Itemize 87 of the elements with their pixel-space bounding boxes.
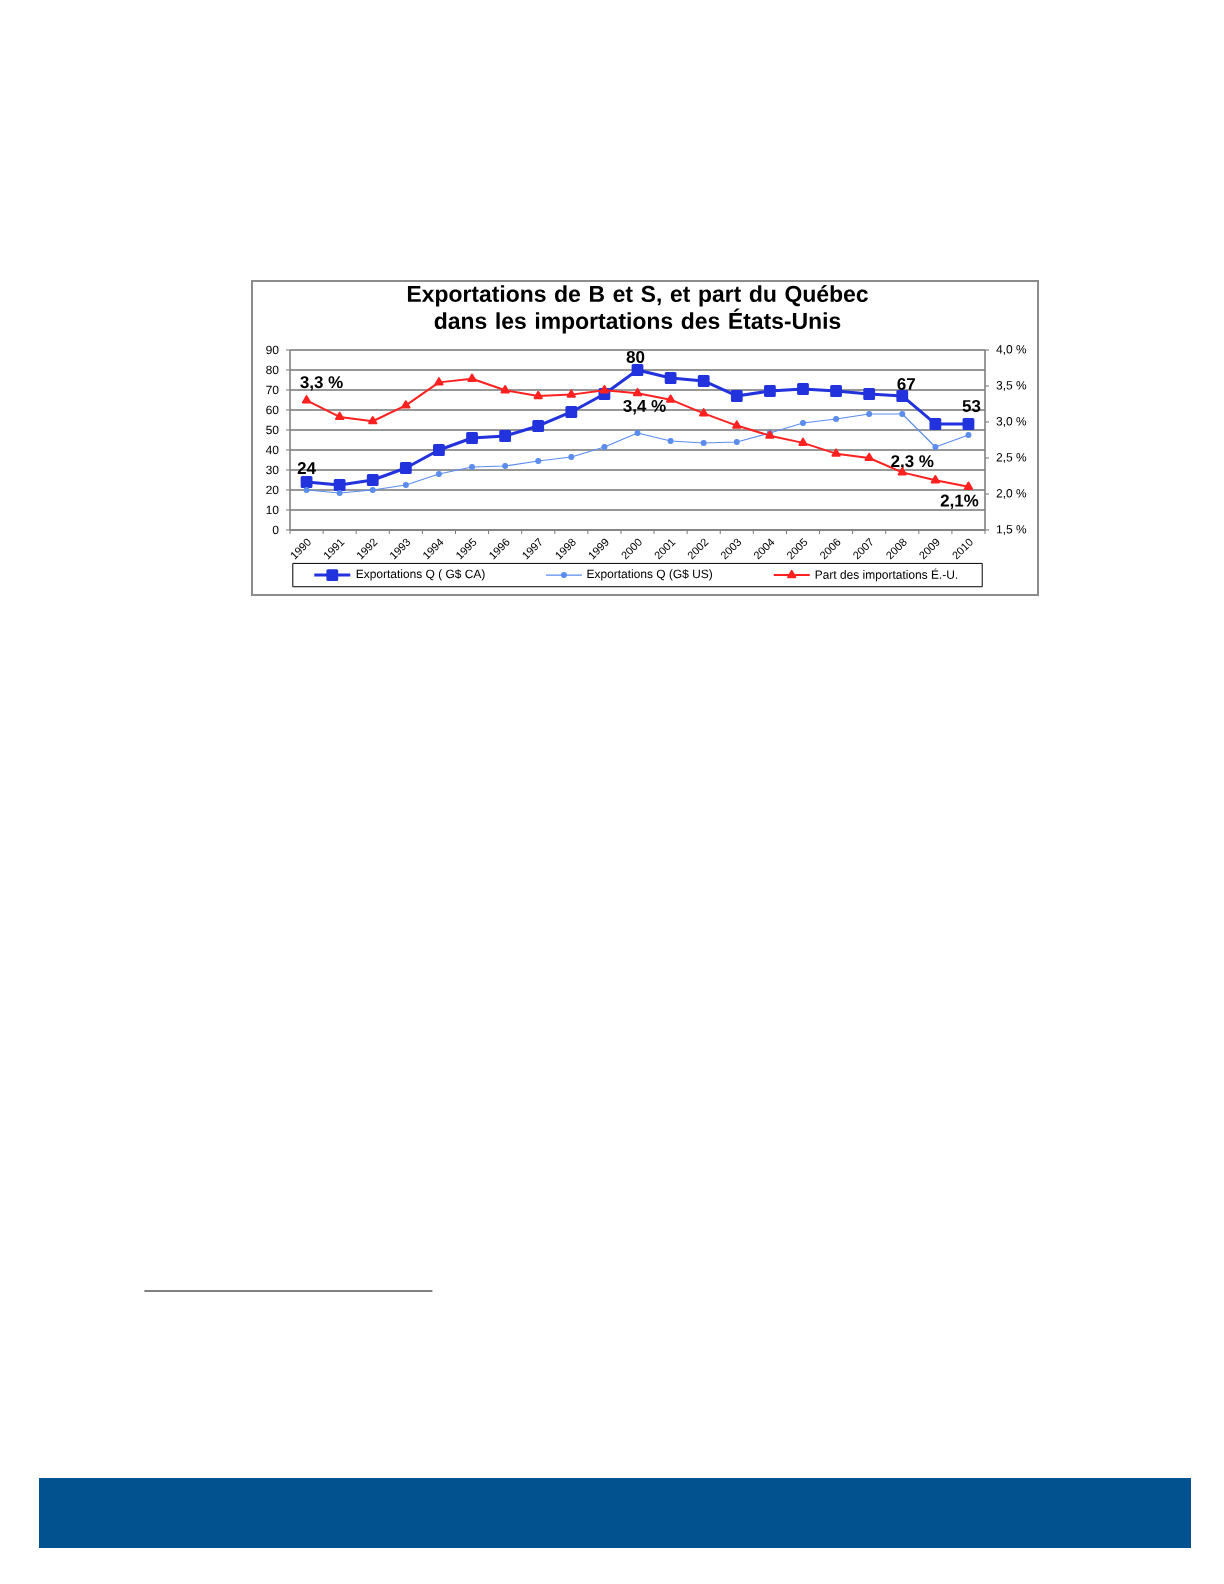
point [435,470,442,477]
point [763,385,776,397]
data-label: 2,1% [940,494,979,509]
data-label: 53 [962,399,981,412]
point [962,418,975,430]
legend-label: Part des importations É.-U. [815,568,958,582]
point [797,383,809,395]
point [565,406,578,418]
point [932,443,939,450]
point [634,429,641,436]
data-label: 3,3 % [300,376,343,391]
point [929,418,942,430]
data-label: 67 [897,377,915,390]
point [864,452,874,462]
point [700,439,707,446]
point [333,479,346,491]
point [336,489,343,496]
point [866,410,873,417]
point [697,375,710,387]
point [730,390,743,402]
legend-label: Exportations Q ( G$ CA) [356,569,485,581]
point [467,373,477,382]
point [798,437,808,446]
point [963,481,974,490]
point [830,385,842,397]
point [863,388,876,400]
point [896,390,909,402]
point [502,462,509,469]
point [566,389,576,398]
y-tick-label: 50 [266,425,279,435]
y-tick-label: 30 [266,465,279,475]
y-tick-label: 70 [266,385,279,395]
point [632,387,643,397]
point [335,411,345,421]
point [533,390,543,400]
point [667,437,674,444]
y2-tick-label: 2,5 % [996,453,1027,463]
point [434,377,444,386]
legend-label: Exportations Q (G$ US) [587,569,712,581]
point [535,457,542,464]
y2-tick-label: 4,0 % [996,345,1027,355]
point [568,453,575,460]
y2-tick-label: 2,0 % [996,489,1027,499]
point [599,385,610,394]
data-label: 24 [297,462,316,474]
point [732,420,742,429]
data-label: 80 [626,350,645,363]
y2-tick-label: 3,0 % [996,417,1027,427]
point [665,394,676,403]
point [366,474,379,486]
point [664,372,677,384]
point [631,364,644,376]
point [965,431,972,438]
point [469,463,476,470]
point [601,443,608,450]
y-tick-label: 10 [266,505,279,515]
y-tick-label: 80 [266,365,279,375]
data-label: 2,3 % [891,455,934,470]
point [799,419,806,426]
point [369,486,376,493]
y2-tick-label: 1,5 % [996,525,1027,535]
point [303,486,310,493]
point [301,395,312,404]
point [433,444,445,456]
y-tick-label: 60 [266,405,279,415]
data-label: 3,4 % [623,399,666,415]
y-tick-label: 40 [265,445,279,455]
y-tick-label: 20 [266,485,279,495]
y-tick-label: 0 [272,525,279,535]
point [500,385,510,394]
point [699,408,709,417]
point [733,438,740,445]
point [899,410,906,417]
point [532,420,545,432]
point [466,432,478,444]
point [368,416,378,425]
y2-tick-label: 3,5 % [996,381,1027,391]
point [833,415,840,422]
y-tick-label: 90 [266,345,279,355]
point [300,476,313,488]
point [831,448,841,457]
point [402,481,409,488]
point [399,462,412,474]
chart-title: Exportations de B et S, et part du Québec dans les importations des États-Unis [407,285,868,334]
point [401,400,411,409]
point [930,475,941,484]
point [499,430,512,442]
